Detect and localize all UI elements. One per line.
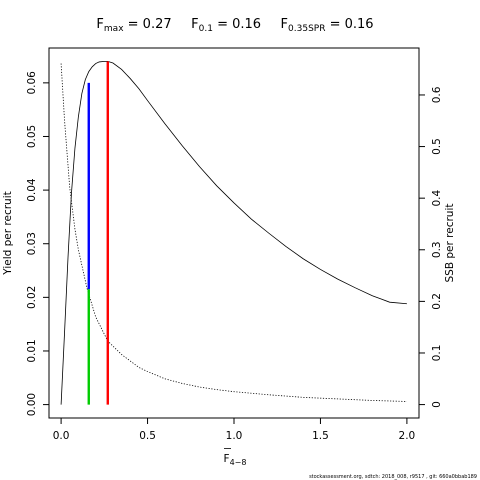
y2-tick-label: 0 <box>431 401 443 408</box>
title-value: = 0.27 <box>124 17 172 32</box>
x-tick-label: 1.5 <box>312 430 329 442</box>
footer-note: stockassessment.org, sdtch: 2018_008, r9… <box>309 474 477 480</box>
plot-frame <box>48 47 420 419</box>
ssb-per-recruit-line <box>60 63 407 402</box>
plot-area <box>48 47 420 419</box>
y2-tick-label: 0.6 <box>431 86 443 103</box>
x-label-subscript: 4−8 <box>230 458 247 467</box>
y-tick-label: 0.05 <box>26 125 38 148</box>
y-tick-label: 0.00 <box>26 393 38 416</box>
title-symbol: F <box>191 17 198 32</box>
title-subscript: 0.35SPR <box>288 24 325 34</box>
y-axis-label: Yield per recruit <box>2 191 14 275</box>
y-tick-label: 0.03 <box>26 232 38 255</box>
chart-title: Fmax = 0.27 F0.1 = 0.16 F0.35SPR = 0.16 <box>96 17 373 34</box>
title-value: = 0.16 <box>213 17 261 32</box>
y2-tick-label: 0.5 <box>431 138 443 155</box>
y2-tick-label: 0.4 <box>431 190 443 207</box>
y-tick-label: 0.06 <box>26 71 38 95</box>
y2-tick-label: 0.1 <box>431 345 443 362</box>
y2-tick-label: 0.3 <box>431 241 443 258</box>
y-tick-label: 0.04 <box>26 178 38 202</box>
yield-per-recruit-line <box>60 61 407 405</box>
x-tick-label: 1.0 <box>226 430 243 442</box>
title-value: = 0.16 <box>325 17 373 32</box>
title-symbol: F <box>96 17 103 32</box>
x-axis-label: F4−8 <box>224 453 247 467</box>
title-subscript: max <box>104 24 124 34</box>
y2-tick-label: 0.2 <box>431 293 443 310</box>
y2-axis-label: SSB per recruit <box>444 204 456 283</box>
x-tick-label: 2.0 <box>399 430 416 442</box>
y-tick-label: 0.02 <box>26 286 38 309</box>
x-axis: 0.0 0.5 1.0 1.5 2.0 <box>53 417 416 442</box>
x-tick-label: 0.0 <box>53 430 70 442</box>
y-tick-label: 0.01 <box>26 339 38 362</box>
chart-title-text: Fmax = 0.27 F0.1 = 0.16 F0.35SPR = 0.16 <box>96 17 373 34</box>
x-axis-title: F4−8 <box>224 448 247 467</box>
title-subscript: 0.1 <box>199 24 213 34</box>
x-label-symbol: F <box>224 453 230 465</box>
x-tick-label: 0.5 <box>139 430 156 442</box>
y-axis-right: 0 0.1 0.2 0.3 0.4 0.5 0.6 <box>419 86 443 408</box>
title-symbol: F <box>281 17 288 32</box>
title-gap <box>261 17 281 32</box>
y-axis-left: 0.00 0.01 0.02 0.03 0.04 0.05 0.06 <box>26 71 49 416</box>
title-gap <box>172 17 192 32</box>
